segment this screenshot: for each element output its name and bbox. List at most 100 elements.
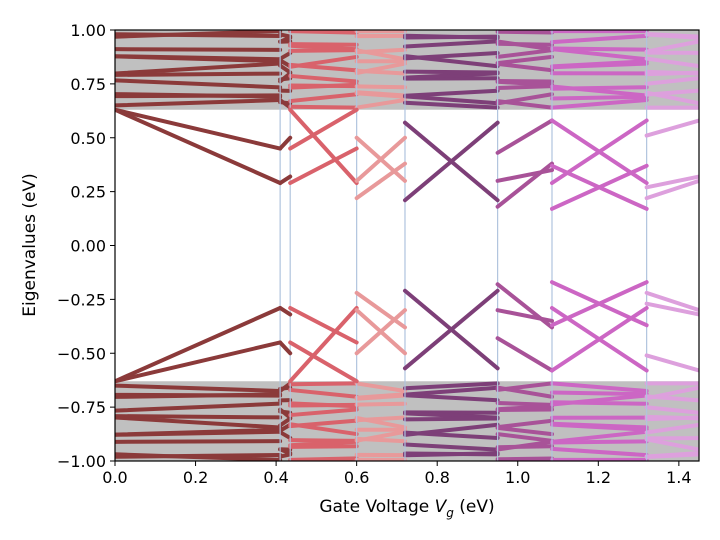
- lower-band-line: [115, 383, 283, 393]
- lower-band-line: [495, 385, 554, 399]
- upper-band-line: [288, 43, 359, 52]
- y-tick-label: 1.00: [70, 21, 106, 40]
- upper-band-line: [644, 76, 699, 86]
- upper-band-line: [549, 33, 649, 45]
- upper-band-line: [402, 88, 500, 98]
- lower-band-line: [288, 422, 359, 437]
- y-axis-label: Eigenvalues (eV): [20, 173, 40, 317]
- upper-band-line: [115, 78, 283, 90]
- lower-band-line: [288, 387, 359, 399]
- lower-band-line: [402, 430, 500, 441]
- lower-band-line: [549, 422, 649, 432]
- upper-band-line: [644, 39, 699, 54]
- gap-state-line: [354, 308, 407, 356]
- lower-band-line: [495, 400, 554, 407]
- upper-band-line: [115, 30, 283, 39]
- y-tick-label: 0.25: [70, 183, 106, 202]
- gap-state-line: [644, 118, 699, 138]
- upper-band-line: [402, 39, 500, 49]
- lower-band-line: [549, 390, 649, 397]
- upper-band-line: [288, 73, 359, 84]
- upper-band-line: [549, 59, 649, 69]
- upper-band-line: [288, 92, 359, 104]
- upper-band-line: [354, 84, 407, 90]
- upper-band-line: [549, 94, 649, 101]
- lower-band-line: [278, 416, 293, 428]
- upper-band-line: [495, 41, 554, 47]
- upper-band-line: [115, 98, 283, 108]
- gap-state-line: [495, 336, 554, 373]
- gap-state-line: [115, 340, 283, 384]
- gap-state-line: [402, 120, 500, 203]
- upper-band-line: [495, 84, 554, 91]
- upper-band-line: [288, 30, 359, 35]
- upper-band-line: [644, 31, 699, 39]
- lower-band-line: [495, 444, 554, 450]
- upper-band-line: [354, 98, 407, 110]
- upper-band-line: [288, 104, 359, 110]
- y-tick-label: −0.75: [57, 398, 106, 417]
- upper-band-line: [495, 54, 554, 66]
- gap-state-line: [644, 290, 699, 313]
- gap-state-line: [115, 107, 283, 151]
- gap-state-line: [288, 107, 359, 186]
- lower-band-line: [115, 401, 283, 413]
- lower-band-line: [402, 393, 500, 403]
- lower-band-line: [115, 452, 283, 461]
- upper-band-line: [402, 50, 500, 61]
- x-tick-label: 0.0: [102, 468, 127, 487]
- y-tick-label: 0.00: [70, 237, 106, 256]
- upper-band-line: [115, 47, 283, 52]
- lower-band-line: [115, 429, 283, 437]
- lower-band-line: [549, 439, 649, 445]
- upper-band-line: [402, 34, 500, 40]
- lower-band-line: [354, 393, 407, 401]
- x-tick-label: 0.6: [344, 468, 369, 487]
- lower-band-line: [115, 439, 283, 444]
- lower-band-line: [644, 422, 699, 435]
- gap-state-line: [644, 301, 699, 317]
- upper-band-line: [644, 56, 699, 69]
- upper-band-line: [278, 32, 293, 39]
- gap-state-line: [354, 161, 407, 201]
- lower-band-line: [402, 381, 500, 391]
- upper-band-line: [354, 47, 407, 55]
- gap-state-line: [549, 280, 649, 328]
- gap-state-line: [278, 340, 293, 356]
- gap-state-line: [644, 178, 699, 201]
- lower-band-line: [354, 416, 407, 430]
- lower-band-line: [644, 437, 699, 452]
- lower-band-line: [549, 429, 649, 444]
- lower-band-line: [402, 385, 500, 397]
- upper-band-line: [549, 85, 649, 91]
- lower-band-line: [354, 381, 407, 393]
- lower-band-line: [644, 394, 699, 403]
- upper-band-line: [288, 54, 359, 69]
- lower-band-line: [402, 451, 500, 457]
- x-tick-label: 1.2: [586, 468, 611, 487]
- gap-state-line: [278, 135, 293, 151]
- lower-band-line: [278, 385, 293, 391]
- lower-band-line: [402, 442, 500, 452]
- lower-band-line: [549, 400, 649, 406]
- gap-state-line: [288, 305, 359, 345]
- lower-band-line: [402, 416, 500, 422]
- lower-band-line: [278, 447, 293, 456]
- x-tick-label: 1.0: [505, 468, 530, 487]
- lower-band-line: [644, 452, 699, 460]
- gap-state-line: [354, 290, 407, 330]
- gap-state-line: [288, 146, 359, 186]
- upper-band-line: [644, 70, 699, 77]
- upper-band-line: [288, 82, 359, 90]
- gap-state-line: [402, 288, 500, 371]
- lower-band-line: [278, 407, 293, 420]
- gap-state-line: [288, 107, 359, 151]
- gap-state-line: [644, 353, 699, 373]
- lower-band-line: [354, 436, 407, 444]
- x-tick-label: 0.8: [424, 468, 449, 487]
- upper-band-line: [402, 100, 500, 110]
- upper-band-line: [278, 71, 293, 84]
- upper-band-line: [115, 93, 283, 99]
- upper-band-line: [495, 61, 554, 73]
